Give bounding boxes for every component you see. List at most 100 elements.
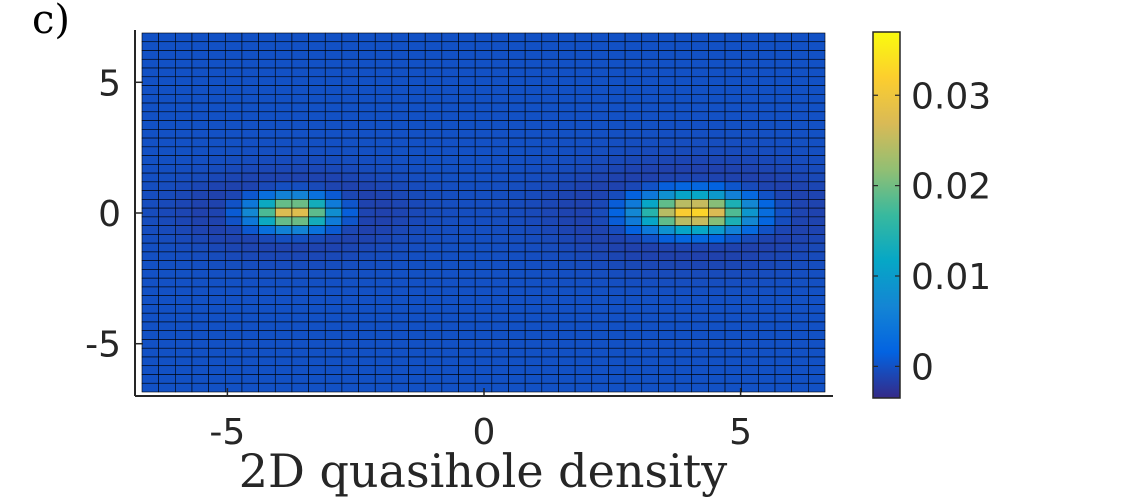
heatmap-cell	[141, 85, 159, 95]
heatmap-cell	[624, 339, 643, 349]
heatmap-cell	[541, 234, 559, 244]
colorbar-tick-label: 0	[911, 347, 934, 388]
heatmap-cell	[458, 260, 476, 270]
heatmap-cell	[624, 374, 643, 384]
heatmap-cell	[524, 41, 543, 51]
heatmap-cell	[558, 172, 576, 183]
heatmap-cell	[524, 111, 543, 121]
heatmap-cell	[158, 286, 176, 296]
heatmap-cell	[258, 242, 276, 253]
heatmap-cell	[508, 181, 526, 191]
heatmap-cell	[608, 58, 626, 69]
heatmap-cell	[441, 120, 459, 130]
heatmap-cell	[758, 32, 776, 43]
heatmap-cell	[208, 269, 226, 279]
heatmap-cell	[624, 242, 643, 253]
heatmap-cell	[224, 269, 243, 279]
heatmap-cell	[508, 225, 526, 235]
heatmap-cell	[474, 102, 493, 113]
heatmap-cell	[258, 76, 276, 86]
heatmap-cell	[708, 242, 726, 253]
heatmap-cell	[474, 111, 493, 121]
heatmap-cell	[391, 382, 409, 393]
heatmap-cell	[241, 347, 259, 358]
heatmap-cell	[308, 93, 326, 104]
heatmap-cell	[358, 286, 376, 296]
heatmap-cell	[808, 181, 826, 191]
heatmap-cell	[474, 330, 493, 340]
heatmap-cells	[141, 32, 826, 393]
heatmap-cell	[441, 277, 459, 288]
heatmap-cell	[758, 76, 776, 86]
heatmap-cell	[191, 225, 209, 235]
heatmap-cell	[574, 41, 593, 51]
heatmap-cell	[391, 374, 409, 384]
heatmap-cell	[574, 102, 593, 113]
heatmap-cell	[558, 50, 576, 60]
heatmap-cell	[274, 347, 293, 358]
heatmap-cell	[624, 216, 643, 226]
heatmap-cell	[424, 32, 443, 43]
heatmap-cell	[791, 260, 809, 270]
heatmap-cell	[574, 251, 593, 261]
heatmap-cell	[474, 242, 493, 253]
heatmap-cell	[674, 260, 693, 270]
heatmap-cell	[191, 365, 209, 375]
heatmap-cell	[624, 260, 643, 270]
heatmap-cell	[391, 93, 409, 104]
heatmap-cell	[308, 312, 326, 323]
heatmap-cell	[658, 207, 676, 218]
heatmap-cell	[491, 190, 509, 200]
heatmap-cell	[458, 76, 476, 86]
heatmap-cell	[658, 295, 676, 305]
heatmap-cell	[541, 199, 559, 209]
heatmap-cell	[474, 321, 493, 332]
heatmap-cell	[541, 58, 559, 69]
heatmap-cell	[641, 304, 659, 314]
heatmap-cell	[608, 146, 626, 156]
heatmap-cell	[274, 172, 293, 183]
heatmap-cell	[791, 172, 809, 183]
heatmap-cell	[691, 67, 709, 78]
heatmap-cell	[674, 207, 693, 218]
heatmap-cell	[591, 102, 609, 113]
heatmap-cell	[491, 58, 509, 69]
heatmap-cell	[391, 111, 409, 121]
heatmap-cell	[491, 85, 509, 95]
heatmap-cell	[224, 277, 243, 288]
heatmap-cell	[524, 286, 543, 296]
heatmap-cell	[558, 277, 576, 288]
heatmap-cell	[758, 356, 776, 367]
heatmap-cell	[741, 312, 759, 323]
heatmap-cell	[758, 242, 776, 253]
heatmap-cell	[558, 137, 576, 148]
heatmap-cell	[541, 374, 559, 384]
x-tick-label: 0	[473, 412, 496, 453]
heatmap-cell	[724, 137, 743, 148]
heatmap-cell	[808, 120, 826, 130]
heatmap-cell	[308, 382, 326, 393]
heatmap-cell	[241, 207, 259, 218]
heatmap-cell	[191, 321, 209, 332]
heatmap-cell	[324, 269, 343, 279]
heatmap-cell	[591, 251, 609, 261]
heatmap-cell	[708, 137, 726, 148]
heatmap-cell	[424, 251, 443, 261]
heatmap-cell	[491, 129, 509, 139]
heatmap-cell	[458, 382, 476, 393]
heatmap-cell	[724, 242, 743, 253]
heatmap-cell	[474, 32, 493, 43]
heatmap-cell	[658, 251, 676, 261]
heatmap-cell	[808, 347, 826, 358]
heatmap-cell	[258, 85, 276, 95]
heatmap-cell	[274, 164, 293, 174]
heatmap-cell	[391, 85, 409, 95]
heatmap-cell	[774, 269, 792, 279]
heatmap-cell	[158, 146, 176, 156]
heatmap-cell	[724, 234, 743, 244]
heatmap-cell	[774, 339, 792, 349]
heatmap-cell	[341, 41, 359, 51]
heatmap-cell	[191, 269, 209, 279]
heatmap-cell	[308, 260, 326, 270]
heatmap-cell	[674, 382, 693, 393]
